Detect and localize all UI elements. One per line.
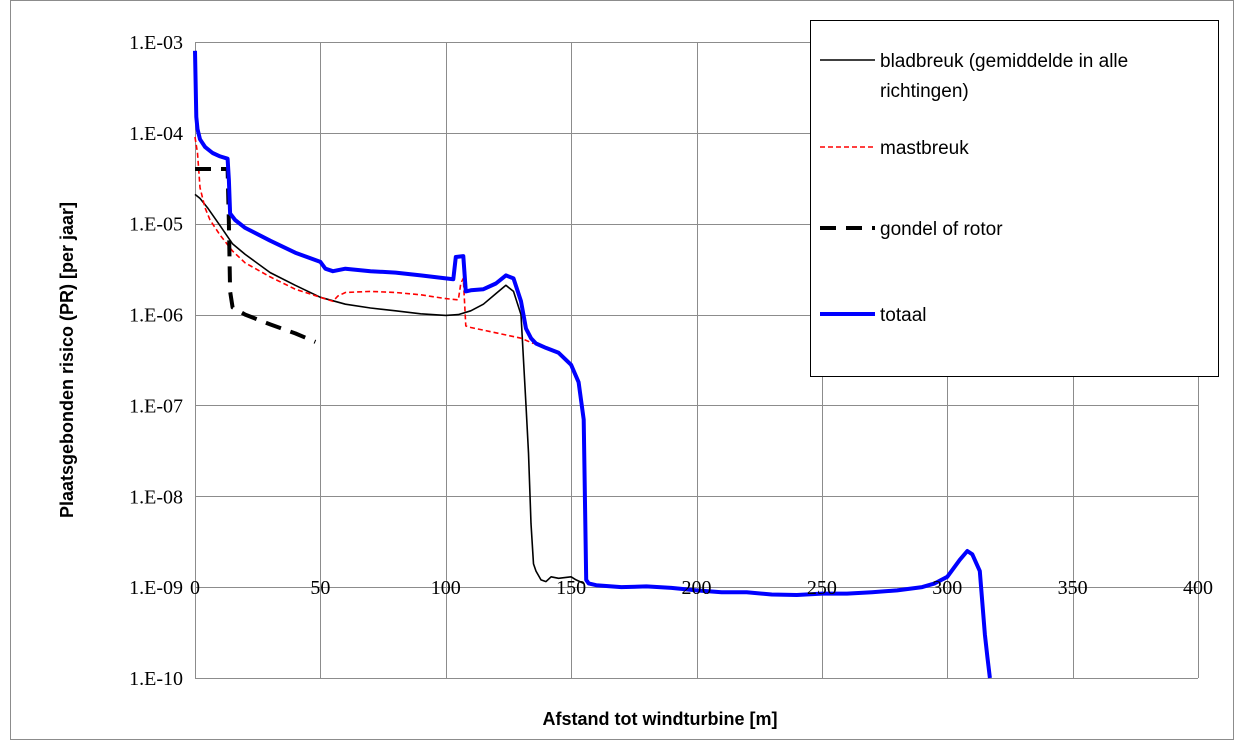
x-tick-labels: 0 50 100 150 200 250 300 350 400 xyxy=(190,577,1213,599)
y-tick-label: 1.E-07 xyxy=(129,395,183,417)
x-tick-label: 350 xyxy=(1058,577,1088,599)
legend: bladbreuk (gemiddelde in alle richtingen)… xyxy=(810,20,1219,377)
legend-label-2: gondel of rotor xyxy=(880,219,1003,240)
y-tick-label: 1.E-10 xyxy=(129,668,183,690)
x-tick-label: 0 xyxy=(190,577,200,599)
legend-label-0: bladbreuk (gemiddelde in alle xyxy=(880,51,1128,72)
x-tick-label: 150 xyxy=(556,577,586,599)
y-axis-title: Plaatsgebonden risico (PR) [per jaar] xyxy=(57,202,77,518)
legend-label-1: mastbreuk xyxy=(880,138,969,159)
x-tick-label: 50 xyxy=(310,577,330,599)
legend-box xyxy=(810,20,1219,377)
y-tick-label: 1.E-09 xyxy=(129,577,183,599)
y-tick-label: 1.E-05 xyxy=(129,214,183,236)
y-tick-label: 1.E-06 xyxy=(129,305,183,327)
y-tick-label: 1.E-04 xyxy=(129,123,183,145)
x-tick-label: 200 xyxy=(682,577,712,599)
x-tick-label: 300 xyxy=(932,577,962,599)
series-lines xyxy=(193,50,992,679)
x-tick-label: 100 xyxy=(431,577,461,599)
x-axis-title: Afstand tot windturbine [m] xyxy=(543,709,778,729)
series-line-2 xyxy=(195,167,317,344)
series-line-3 xyxy=(193,50,992,679)
y-tick-labels: 1.E-03 1.E-04 1.E-05 1.E-06 1.E-07 1.E-08 1.E-… xyxy=(129,32,183,690)
x-tick-label: 400 xyxy=(1183,577,1213,599)
legend-label-0: richtingen) xyxy=(880,81,969,102)
series-line-1 xyxy=(194,136,534,345)
legend-label-3: totaal xyxy=(880,305,926,326)
series-line-0 xyxy=(194,193,585,585)
y-tick-label: 1.E-03 xyxy=(129,32,183,54)
y-tick-label: 1.E-08 xyxy=(129,486,183,508)
x-tick-label: 250 xyxy=(807,577,837,599)
